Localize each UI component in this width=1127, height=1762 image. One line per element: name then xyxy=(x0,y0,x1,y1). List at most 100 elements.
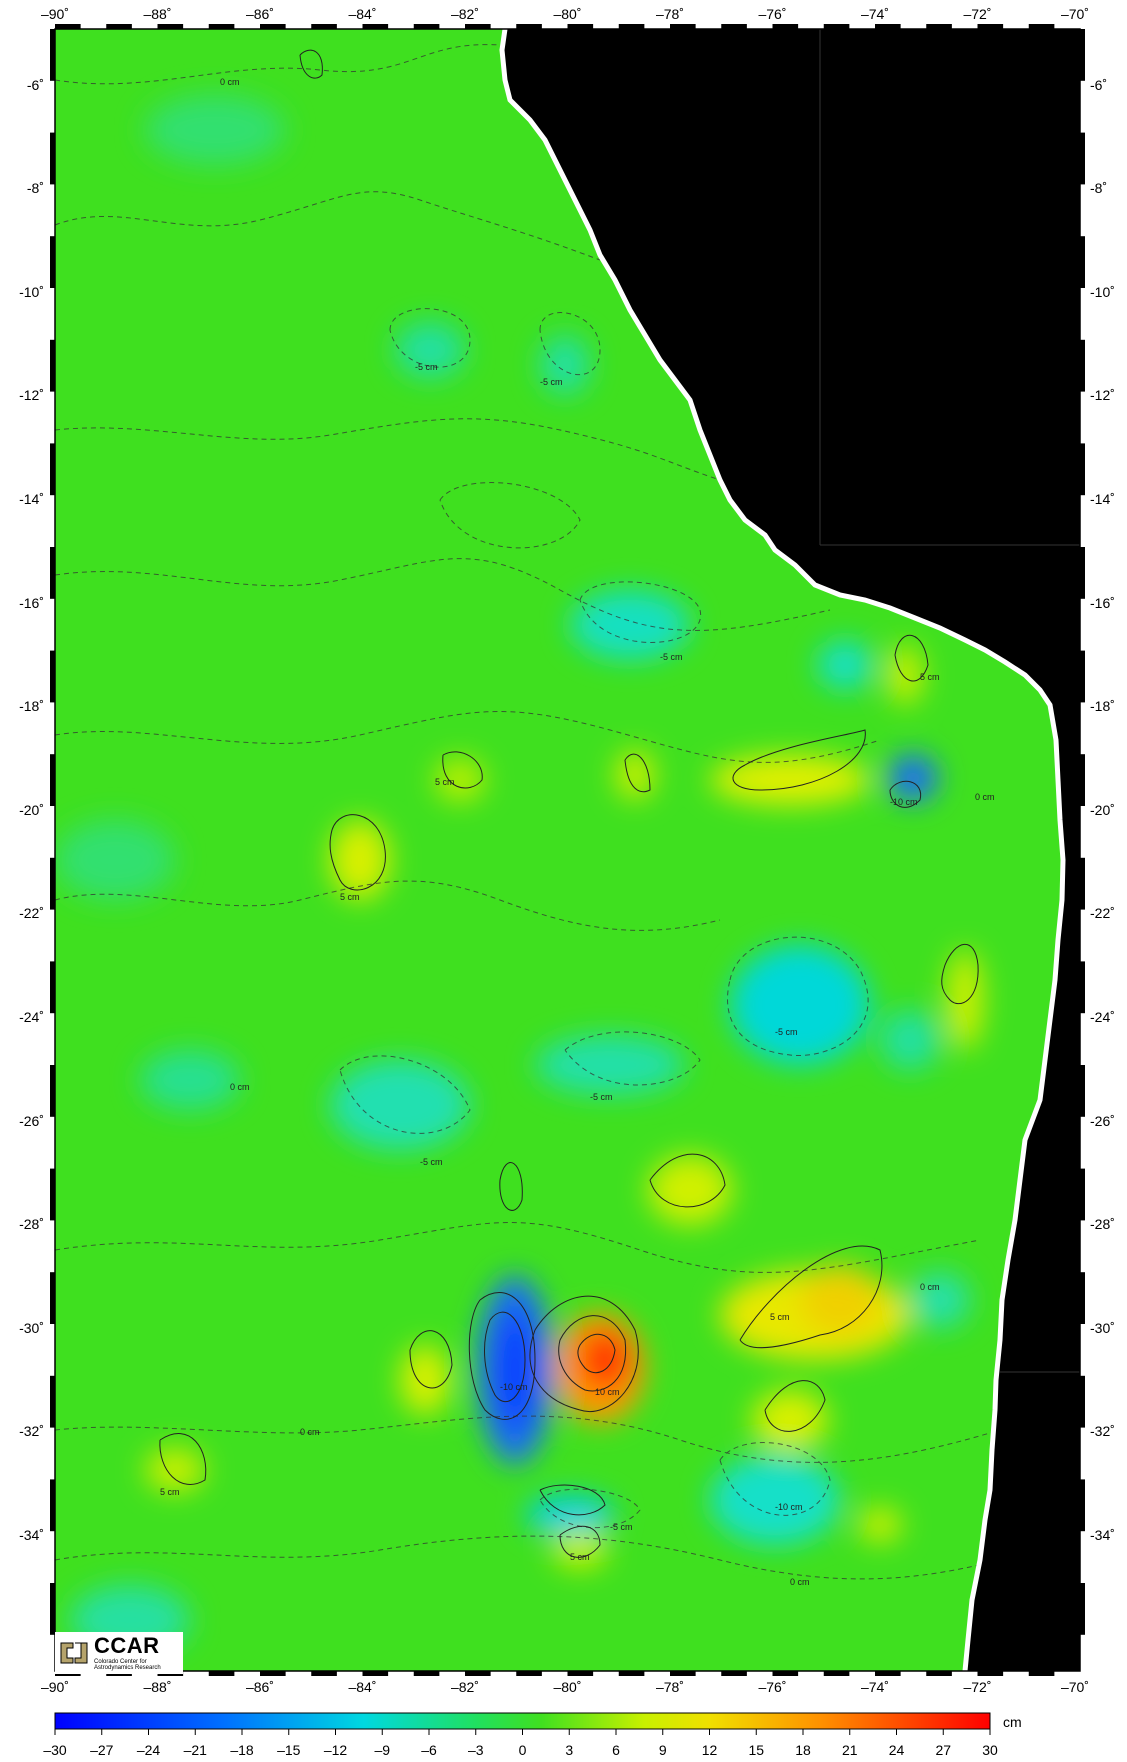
svg-text:-10 cm: -10 cm xyxy=(775,1502,803,1512)
lon-label: –76˚ xyxy=(758,1679,786,1695)
frame-tick xyxy=(157,24,184,29)
svg-text:0 cm: 0 cm xyxy=(975,792,995,802)
lat-label: -16˚ xyxy=(1090,595,1115,611)
lat-label: -34˚ xyxy=(1090,1527,1115,1543)
frame-tick xyxy=(926,1671,952,1676)
frame-tick xyxy=(362,1671,389,1676)
contour-label-group: 0 cm -5 cm -5 cm 5 cm 5 cm -5 cm -10 cm … xyxy=(160,77,995,1587)
frame-tick xyxy=(567,24,594,29)
svg-text:-5 cm: -5 cm xyxy=(660,652,683,662)
frame-tick xyxy=(50,961,55,1014)
lat-label: -22˚ xyxy=(19,905,44,921)
lat-labels-right: -6˚ -8˚ -10˚ -12˚ -14˚ -16˚ -18˚ -20˚ -2… xyxy=(1090,77,1115,1543)
coastline-edge xyxy=(499,29,1066,1671)
cu-logo-icon xyxy=(58,1637,90,1669)
svg-text:5 cm: 5 cm xyxy=(570,1552,590,1562)
lat-label: -28˚ xyxy=(19,1216,44,1232)
lat-label: -12˚ xyxy=(19,387,44,403)
frame-tick xyxy=(413,24,440,29)
frame-tick xyxy=(465,1671,491,1676)
lat-label: -8˚ xyxy=(1090,180,1107,196)
svg-text:-5 cm: -5 cm xyxy=(775,1027,798,1037)
frame-tick xyxy=(50,1272,55,1324)
lat-label: -18˚ xyxy=(19,698,44,714)
lat-label: -26˚ xyxy=(19,1113,44,1129)
frame-tick xyxy=(1080,1479,1085,1532)
colorbar-tick-label: 9 xyxy=(659,1742,667,1758)
frame-tick xyxy=(875,24,901,29)
lon-label: –86˚ xyxy=(246,6,274,22)
frame-tick xyxy=(1080,443,1085,496)
frame-tick xyxy=(1080,1065,1085,1117)
lon-label: –78˚ xyxy=(656,1679,684,1695)
lat-label: -14˚ xyxy=(19,491,44,507)
frame-tick xyxy=(1080,339,1085,392)
colorbar-tick-label: –24 xyxy=(137,1742,161,1758)
lon-label: –70˚ xyxy=(1061,1679,1089,1695)
lon-label: –88˚ xyxy=(143,1679,171,1695)
frame-tick xyxy=(311,1671,337,1676)
frame-tick xyxy=(823,24,850,29)
lon-label: –88˚ xyxy=(143,6,171,22)
lat-label: -34˚ xyxy=(19,1527,44,1543)
colorbar-tick-label: 30 xyxy=(982,1742,998,1758)
svg-text:10 cm: 10 cm xyxy=(595,1387,620,1397)
lat-label: -24˚ xyxy=(1090,1009,1115,1025)
lon-label: –80˚ xyxy=(553,1679,581,1695)
svg-text:-5 cm: -5 cm xyxy=(540,377,563,387)
colorbar-tick-label: –21 xyxy=(184,1742,208,1758)
lat-label: -20˚ xyxy=(1090,802,1115,818)
frame-tick xyxy=(50,1375,55,1428)
lon-labels-bottom: –90˚ –88˚ –86˚ –84˚ –82˚ –80˚ –78˚ –76˚ … xyxy=(41,1679,1089,1695)
lat-label: -28˚ xyxy=(1090,1216,1115,1232)
frame-tick xyxy=(1080,1583,1085,1635)
ccar-logo: CCAR Colorado Center for Astrodynamics Re… xyxy=(55,1632,183,1674)
frame-tick xyxy=(362,24,389,29)
frame-tick xyxy=(516,1671,542,1676)
svg-text:-5 cm: -5 cm xyxy=(420,1157,443,1167)
svg-text:0 cm: 0 cm xyxy=(790,1577,810,1587)
svg-text:5 cm: 5 cm xyxy=(435,777,455,787)
frame-tick xyxy=(875,1671,901,1676)
colorbar-tick-label: –30 xyxy=(43,1742,67,1758)
frame-tick xyxy=(1080,1272,1085,1324)
lon-label: –82˚ xyxy=(451,6,479,22)
solid-contours xyxy=(159,49,979,1558)
lat-label: -8˚ xyxy=(27,180,44,196)
colorbar-tick-label: –3 xyxy=(468,1742,484,1758)
frame-tick xyxy=(516,24,542,29)
frame-tick xyxy=(670,1671,696,1676)
lat-label: -20˚ xyxy=(19,802,44,818)
colorbar-tick-label: 0 xyxy=(519,1742,527,1758)
lat-label: -10˚ xyxy=(19,284,44,300)
frame-tick xyxy=(50,754,55,806)
svg-text:5 cm: 5 cm xyxy=(160,1487,180,1497)
svg-text:-5 cm: -5 cm xyxy=(590,1092,613,1102)
frame-tick xyxy=(1080,29,1085,81)
frame-tick xyxy=(772,1671,799,1676)
lat-label: -22˚ xyxy=(1090,905,1115,921)
frame-tick xyxy=(50,443,55,496)
frame-tick xyxy=(721,1671,747,1676)
lon-label: –84˚ xyxy=(348,1679,376,1695)
lon-label: –74˚ xyxy=(861,1679,889,1695)
frame-tick xyxy=(1080,1168,1085,1221)
colorbar-tick-label: –27 xyxy=(90,1742,114,1758)
colorbar-tick-label: 21 xyxy=(842,1742,858,1758)
colorbar-tick-label: 12 xyxy=(702,1742,718,1758)
colorbar-tick-label: –12 xyxy=(324,1742,348,1758)
frame-tick xyxy=(50,1065,55,1117)
lon-label: –74˚ xyxy=(861,6,889,22)
lat-label: -18˚ xyxy=(1090,698,1115,714)
frame-tick xyxy=(208,1671,235,1676)
lat-label: -6˚ xyxy=(27,77,44,93)
lon-label: –80˚ xyxy=(553,6,581,22)
svg-text:-10 cm: -10 cm xyxy=(500,1382,528,1392)
colorbar-tick-label: –15 xyxy=(277,1742,301,1758)
colorbar-tick-label: 18 xyxy=(795,1742,811,1758)
lat-label: -24˚ xyxy=(19,1009,44,1025)
frame-tick xyxy=(1080,961,1085,1014)
frame-tick xyxy=(260,24,286,29)
colorbar-tick-label: 27 xyxy=(935,1742,951,1758)
